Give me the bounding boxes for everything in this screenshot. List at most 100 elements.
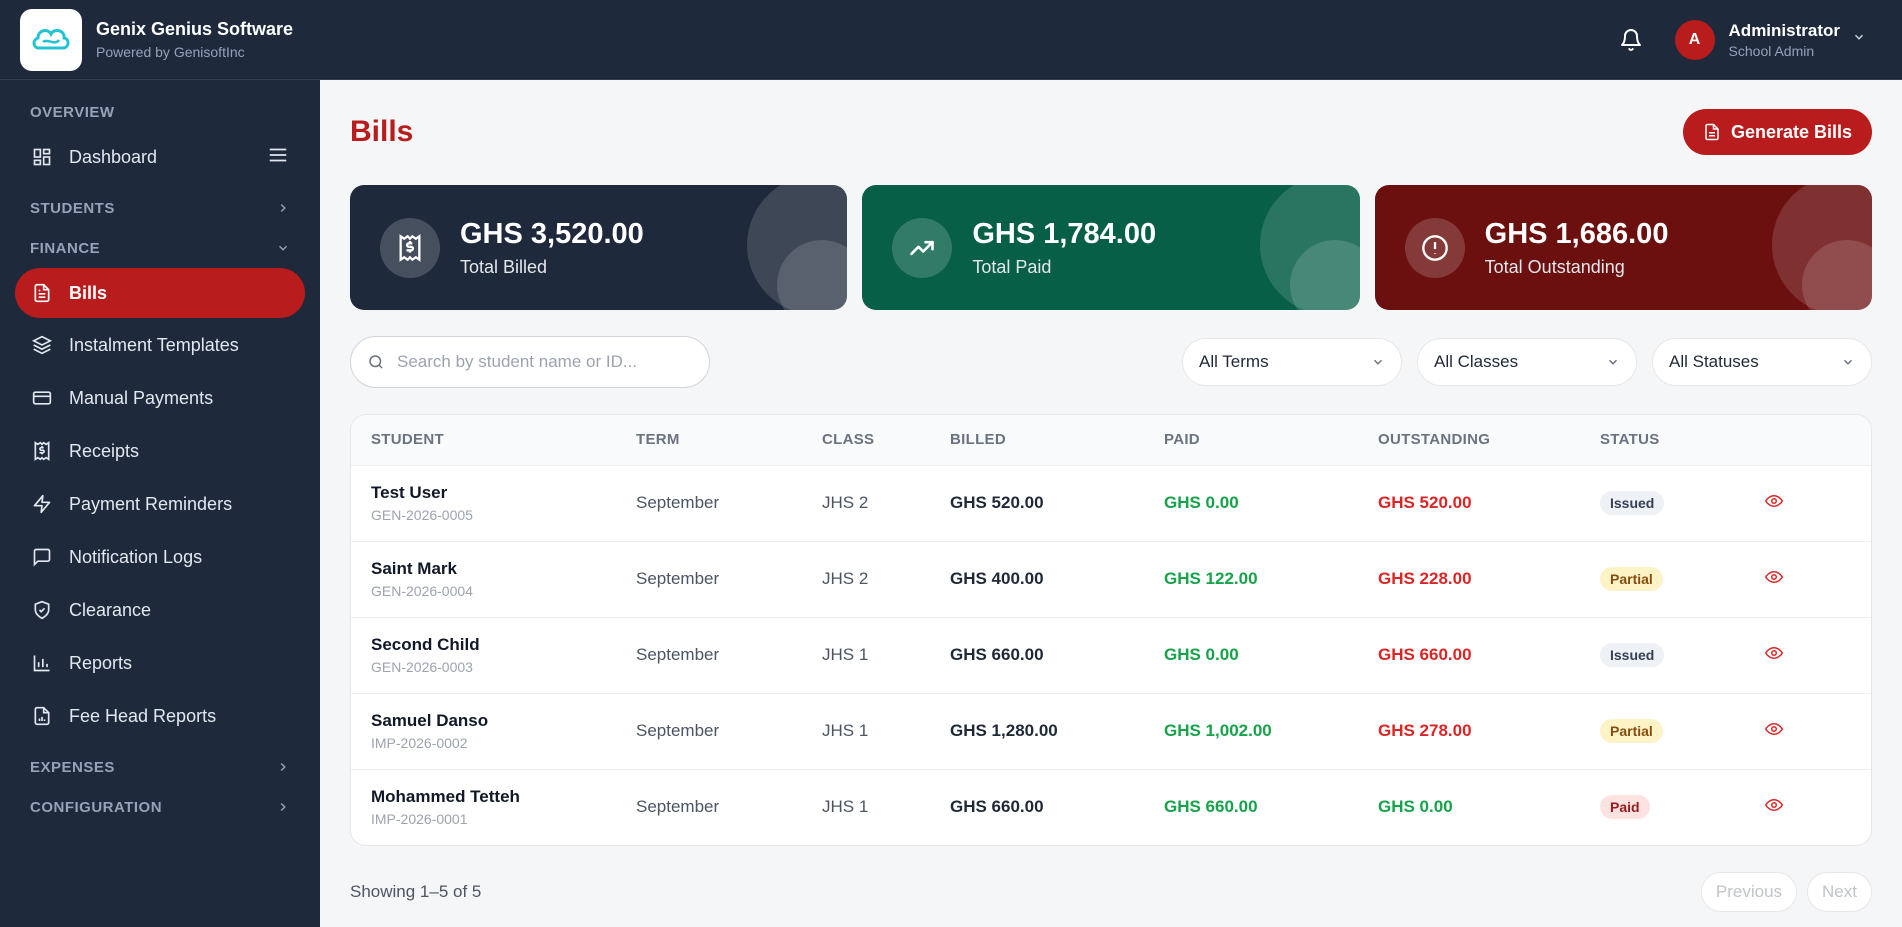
chevron-down-icon[interactable] xyxy=(1852,30,1866,49)
table-row[interactable]: Test User GEN-2026-0005 September JHS 2 G… xyxy=(351,464,1871,541)
filter-bar: All Terms All Classes All Statuses xyxy=(350,336,1872,388)
student-id: IMP-2026-0002 xyxy=(371,735,468,751)
column-header[interactable]: PAID xyxy=(1164,431,1200,449)
menu-toggle-icon[interactable] xyxy=(267,144,289,171)
paid-cell: GHS 122.00 xyxy=(1164,540,1378,617)
sidebar-item-label: Instalment Templates xyxy=(69,334,239,355)
term-cell: September xyxy=(636,692,822,769)
student-id: GEN-2026-0004 xyxy=(371,583,473,599)
previous-button[interactable]: Previous xyxy=(1700,872,1798,912)
generate-bills-label: Generate Bills xyxy=(1730,121,1852,142)
outstanding-cell: GHS 228.00 xyxy=(1378,540,1600,617)
term-cell: September xyxy=(636,464,822,541)
sidebar-item-manual-payments[interactable]: Manual Payments xyxy=(15,373,305,423)
chevron-right-icon xyxy=(280,762,286,772)
document-icon xyxy=(31,282,53,304)
total-outstanding-label: Total Outstanding xyxy=(1484,256,1625,277)
chevron-down-icon xyxy=(1608,359,1618,365)
total-outstanding-value: GHS 1,686.00 xyxy=(1484,217,1669,250)
notification-bell-icon[interactable] xyxy=(1617,26,1645,54)
term-cell: September xyxy=(636,768,822,845)
paid-cell: GHS 0.00 xyxy=(1164,464,1378,541)
brand-name: Genix Genius Software xyxy=(96,19,294,39)
status-badge: Issued xyxy=(1600,643,1665,667)
card-total-outstanding: GHS 1,686.00 Total Outstanding xyxy=(1374,185,1872,310)
table-row[interactable]: Mohammed Tetteh IMP-2026-0001 September J… xyxy=(351,768,1871,845)
eye-icon[interactable] xyxy=(1764,722,1784,742)
sidebar-item-label: Manual Payments xyxy=(69,387,214,408)
sidebar-item-notification-logs[interactable]: Notification Logs xyxy=(15,532,305,582)
trending-up-icon xyxy=(892,217,953,278)
total-paid-label: Total Paid xyxy=(972,256,1052,277)
receipt-icon xyxy=(31,440,53,462)
total-billed-value: GHS 3,520.00 xyxy=(460,217,644,250)
section-configuration[interactable]: CONFIGURATION xyxy=(0,787,320,827)
bills-table: STUDENT TERM CLASS BILLED PAID OUTSTANDI… xyxy=(350,414,1872,846)
main-content: Bills Generate Bills GHS 3,520.00 Total … xyxy=(320,80,1902,927)
generate-bills-button[interactable]: Generate Bills xyxy=(1682,109,1872,155)
sidebar-item-receipts[interactable]: Receipts xyxy=(15,426,305,476)
sidebar-item-payment-reminders[interactable]: Payment Reminders xyxy=(15,479,305,529)
logo xyxy=(20,8,82,71)
summary-cards: GHS 3,520.00 Total Billed GHS 1,784.00 T… xyxy=(350,185,1872,310)
student-name: Saint Mark xyxy=(371,559,457,578)
section-students-label: STUDENTS xyxy=(30,199,115,217)
column-header[interactable]: STUDENT xyxy=(371,431,444,449)
status-select[interactable]: All Statuses xyxy=(1652,338,1872,386)
sidebar-item-bills[interactable]: Bills xyxy=(15,268,305,318)
class-cell: JHS 1 xyxy=(822,616,950,693)
outstanding-cell: GHS 0.00 xyxy=(1378,768,1600,845)
billed-cell: GHS 520.00 xyxy=(950,464,1164,541)
next-button[interactable]: Next xyxy=(1807,872,1872,912)
student-name: Samuel Danso xyxy=(371,711,489,730)
eye-icon[interactable] xyxy=(1764,798,1784,818)
paid-cell: GHS 1,002.00 xyxy=(1164,692,1378,769)
term-cell: September xyxy=(636,616,822,693)
sidebar-item-reports[interactable]: Reports xyxy=(15,638,305,688)
table-row[interactable]: Second Child GEN-2026-0003 September JHS … xyxy=(351,616,1871,693)
total-paid-value: GHS 1,784.00 xyxy=(972,217,1157,250)
table-row[interactable]: Samuel Danso IMP-2026-0002 September JHS … xyxy=(351,692,1871,769)
class-cell: JHS 1 xyxy=(822,692,950,769)
sidebar-item-fee-head-reports[interactable]: Fee Head Reports xyxy=(15,691,305,741)
sidebar-item-label: Dashboard xyxy=(69,146,158,167)
column-header[interactable]: STATUS xyxy=(1600,431,1660,449)
paid-cell: GHS 660.00 xyxy=(1164,768,1378,845)
pagination: Previous Next xyxy=(1700,872,1872,912)
student-id: GEN-2026-0005 xyxy=(371,507,473,523)
cloud-logo-icon xyxy=(32,28,70,49)
class-select[interactable]: All Classes xyxy=(1417,338,1637,386)
section-finance[interactable]: FINANCE xyxy=(0,228,320,268)
status-badge: Paid xyxy=(1600,795,1650,820)
eye-icon[interactable] xyxy=(1764,570,1784,590)
avatar[interactable]: A xyxy=(1674,19,1715,60)
section-expenses[interactable]: EXPENSES xyxy=(0,747,320,787)
pagination-summary: Showing 1–5 of 5 xyxy=(350,882,482,901)
sidebar-item-clearance[interactable]: Clearance xyxy=(15,585,305,635)
column-header[interactable]: OUTSTANDING xyxy=(1378,431,1491,449)
class-select-value: All Classes xyxy=(1434,352,1519,371)
search-input[interactable] xyxy=(397,352,677,372)
column-header[interactable]: BILLED xyxy=(950,431,1006,449)
section-expenses-label: EXPENSES xyxy=(30,758,115,776)
column-header[interactable]: CLASS xyxy=(822,431,875,449)
section-overview: OVERVIEW xyxy=(0,92,320,132)
search-box xyxy=(350,336,710,388)
paid-cell: GHS 0.00 xyxy=(1164,616,1378,693)
billed-cell: GHS 660.00 xyxy=(950,768,1164,845)
search-icon xyxy=(369,355,383,369)
sidebar-item-dashboard[interactable]: Dashboard xyxy=(15,132,305,182)
bolt-icon xyxy=(31,493,53,515)
eye-icon[interactable] xyxy=(1764,494,1784,514)
top-bar: Genix Genius Software Powered by Genisof… xyxy=(0,0,1902,80)
section-students[interactable]: STUDENTS xyxy=(0,188,320,228)
eye-icon[interactable] xyxy=(1764,646,1784,666)
column-header[interactable]: TERM xyxy=(636,431,680,449)
sidebar-item-instalment-templates[interactable]: Instalment Templates xyxy=(15,320,305,370)
user-name[interactable]: Administrator xyxy=(1728,20,1840,40)
term-select[interactable]: All Terms xyxy=(1182,338,1402,386)
file-chart-icon xyxy=(31,705,53,727)
table-row[interactable]: Saint Mark GEN-2026-0004 September JHS 2 … xyxy=(351,540,1871,617)
billed-cell: GHS 660.00 xyxy=(950,616,1164,693)
status-badge: Issued xyxy=(1600,491,1665,515)
